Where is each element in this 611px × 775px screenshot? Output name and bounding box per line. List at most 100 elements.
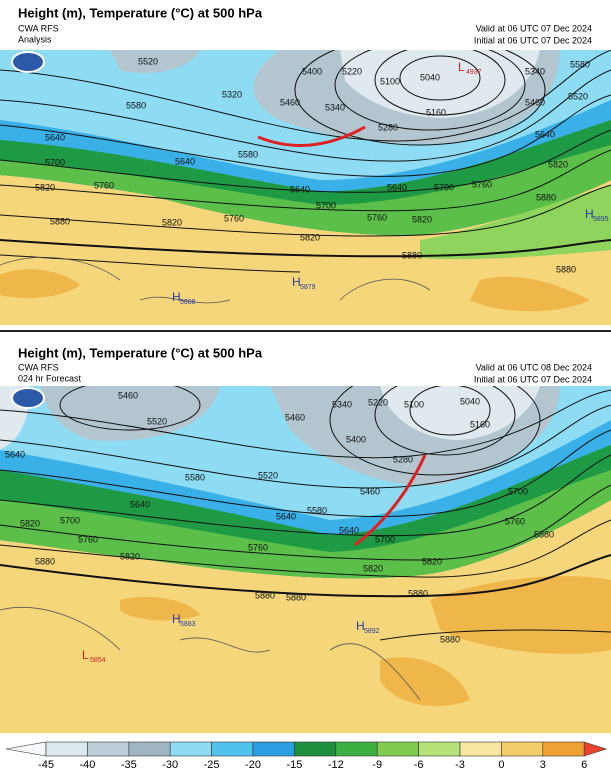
contour-label: 5640 bbox=[130, 499, 150, 509]
contour-label: 5880 bbox=[35, 556, 55, 566]
colorbar-swatch bbox=[128, 741, 171, 757]
contour-label: 5460 bbox=[285, 412, 305, 422]
colorbar-tick-label: -45 bbox=[38, 759, 54, 771]
colorbar: -45 -40 -35 -30 -25 -20 -15 -12 -9 -6 -3 0 3 6 bbox=[5, 741, 608, 771]
contour-label: 5820 bbox=[120, 551, 140, 561]
colorbar-tick-label: -9 bbox=[372, 759, 382, 771]
contour-label: 5760 bbox=[367, 212, 387, 222]
pressure-center-value: 4937 bbox=[466, 69, 482, 76]
pressure-center-value: 5883 bbox=[180, 621, 196, 628]
contour-label: 5760 bbox=[505, 516, 525, 526]
contour-label: 5460 bbox=[118, 390, 138, 400]
contour-label: 5520 bbox=[147, 416, 167, 426]
contour-label: 5700 bbox=[434, 182, 454, 192]
map-2 bbox=[0, 386, 611, 733]
panel-title: Height (m), Temperature (°C) at 500 hPa bbox=[18, 345, 263, 360]
colorbar-swatch bbox=[169, 741, 212, 757]
colorbar-tick-label: -25 bbox=[204, 759, 220, 771]
pressure-center-type: H bbox=[356, 619, 365, 633]
colorbar-tick-label: 0 bbox=[498, 759, 504, 771]
colorbar-tick-label: 6 bbox=[581, 759, 587, 771]
contour-label: 5880 bbox=[286, 592, 306, 602]
colorbar-tick-label: -6 bbox=[414, 759, 424, 771]
map-1 bbox=[0, 50, 611, 325]
pressure-center-value: 5879 bbox=[300, 284, 316, 291]
contour-label: 5580 bbox=[126, 100, 146, 110]
pressure-center-type: L bbox=[458, 60, 465, 74]
contour-label: 5640 bbox=[535, 129, 555, 139]
colorbar-swatch bbox=[459, 741, 502, 757]
pressure-center-value: 5854 bbox=[90, 657, 106, 664]
contour-label: 5400 bbox=[346, 434, 366, 444]
contour-label: 5880 bbox=[408, 588, 428, 598]
contour-label: 5820 bbox=[20, 518, 40, 528]
contour-label: 5460 bbox=[360, 486, 380, 496]
colorbar-tick-label: -35 bbox=[121, 759, 137, 771]
pressure-center-type: H bbox=[172, 290, 181, 304]
contour-label: 5320 bbox=[222, 89, 242, 99]
contour-label: 5040 bbox=[420, 72, 440, 82]
colorbar-swatch bbox=[542, 741, 585, 757]
contour-label: 5760 bbox=[248, 542, 268, 552]
colorbar-tick-label: -12 bbox=[328, 759, 344, 771]
contour-label: 5340 bbox=[332, 399, 352, 409]
contour-label: 5820 bbox=[548, 159, 568, 169]
colorbar-swatch bbox=[418, 741, 461, 757]
colorbar-tick-label: -30 bbox=[162, 759, 178, 771]
colorbar-end bbox=[5, 741, 47, 757]
model-name: CWA RFS bbox=[18, 362, 59, 372]
contour-label: 5880 bbox=[50, 216, 70, 226]
pressure-center-type: H bbox=[292, 275, 301, 289]
contour-label: 5460 bbox=[525, 97, 545, 107]
contour-label: 5640 bbox=[387, 182, 407, 192]
contour-label: 5640 bbox=[290, 184, 310, 194]
contour-label: 5340 bbox=[325, 102, 345, 112]
contour-label: 5640 bbox=[339, 525, 359, 535]
contour-label: 5280 bbox=[393, 454, 413, 464]
contour-label: 5640 bbox=[276, 511, 296, 521]
contour-label: 5220 bbox=[342, 66, 362, 76]
colorbar-swatch bbox=[87, 741, 130, 757]
contour-label: 5760 bbox=[224, 213, 244, 223]
pressure-center-value: 5892 bbox=[364, 628, 380, 635]
contour-label: 5160 bbox=[470, 419, 490, 429]
colorbar-tick-label: -3 bbox=[455, 759, 465, 771]
contour-label: 5820 bbox=[300, 232, 320, 242]
valid-time: Valid at 06 UTC 08 Dec 2024 bbox=[476, 362, 592, 372]
contour-label: 5880 bbox=[536, 192, 556, 202]
contour-label: 5760 bbox=[94, 180, 114, 190]
pressure-center-value: 5895 bbox=[593, 216, 609, 223]
contour-label: 5520 bbox=[258, 470, 278, 480]
contour-labels: 5520 5400 5220 5100 5040 5340 5580 5580 5320 5460… bbox=[5, 56, 609, 663]
contour-label: 5580 bbox=[185, 472, 205, 482]
contour-label: 5760 bbox=[472, 179, 492, 189]
product-name: Analysis bbox=[18, 34, 52, 44]
contour-label: 5100 bbox=[404, 399, 424, 409]
valid-time: Valid at 06 UTC 07 Dec 2024 bbox=[476, 23, 592, 33]
contour-label: 5700 bbox=[375, 534, 395, 544]
product-name: 024 hr Forecast bbox=[18, 373, 82, 383]
contour-label: 5820 bbox=[412, 214, 432, 224]
initial-time: Initial at 06 UTC 07 Dec 2024 bbox=[474, 374, 592, 384]
colorbar-swatch bbox=[252, 741, 295, 757]
contour-label: 5820 bbox=[422, 556, 442, 566]
contour-label: 5640 bbox=[175, 156, 195, 166]
colorbar-swatch bbox=[501, 741, 544, 757]
contour-label: 5820 bbox=[363, 563, 383, 573]
contour-label: 5580 bbox=[307, 505, 327, 515]
colorbar-tick-label: -15 bbox=[286, 759, 302, 771]
contour-label: 5580 bbox=[238, 149, 258, 159]
colorbar-swatch bbox=[376, 741, 419, 757]
initial-time: Initial at 06 UTC 07 Dec 2024 bbox=[474, 35, 592, 45]
contour-label: 5040 bbox=[460, 396, 480, 406]
pressure-center-type: H bbox=[585, 207, 594, 221]
pressure-center-type: H bbox=[172, 612, 181, 626]
colorbar-swatch bbox=[335, 741, 378, 757]
contour-label: 5400 bbox=[302, 66, 322, 76]
panel-title: Height (m), Temperature (°C) at 500 hPa bbox=[18, 5, 263, 20]
pressure-center-value: 5888 bbox=[180, 299, 196, 306]
colorbar-tick-label: 3 bbox=[540, 759, 546, 771]
contour-label: 5880 bbox=[534, 529, 554, 539]
contour-label: 5700 bbox=[60, 515, 80, 525]
